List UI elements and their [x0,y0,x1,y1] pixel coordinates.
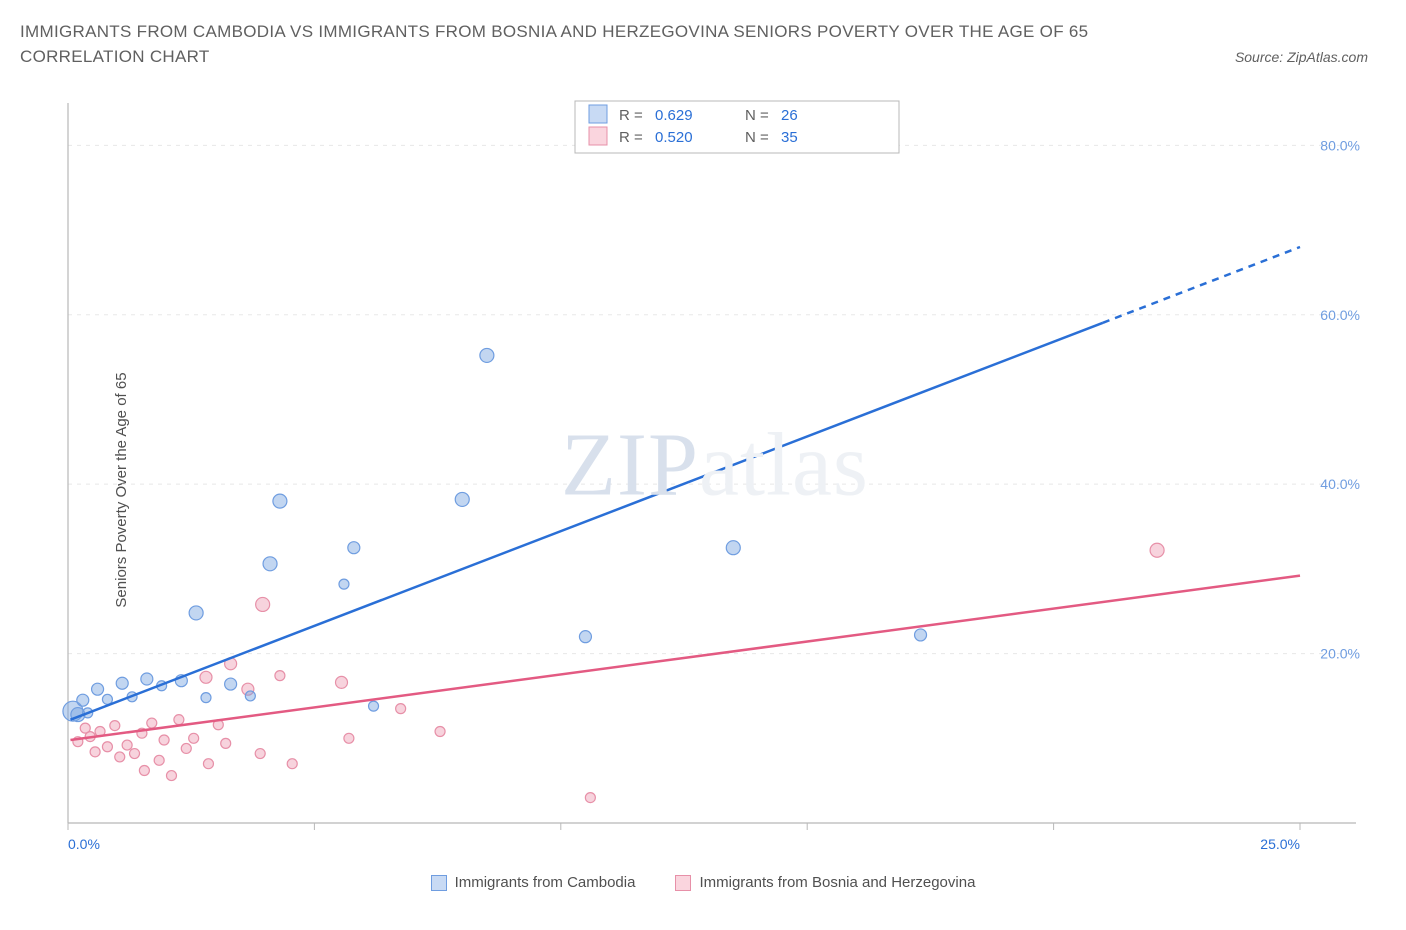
svg-text:26: 26 [781,107,798,124]
chart-title: IMMIGRANTS FROM CAMBODIA VS IMMIGRANTS F… [20,18,1386,45]
scatter-plot: 0.0% 25.0% 20.0% 40.0% 60.0% 80.0% R = 0.629 N =… [60,95,1370,865]
svg-text:40.0%: 40.0% [1320,476,1360,492]
svg-text:80.0%: 80.0% [1320,137,1360,153]
legend-swatch-bosnia [675,875,691,891]
svg-text:25.0%: 25.0% [1260,836,1300,852]
svg-text:35: 35 [781,129,798,146]
bottom-legend: Immigrants from Cambodia Immigrants from… [20,874,1386,891]
svg-text:20.0%: 20.0% [1320,646,1360,662]
svg-text:R =: R = [619,107,643,124]
legend-swatch-cambodia [431,875,447,891]
svg-text:N =: N = [745,107,769,124]
legend-item-bosnia: Immigrants from Bosnia and Herzegovina [675,874,975,891]
svg-text:N =: N = [745,129,769,146]
legend-label-cambodia: Immigrants from Cambodia [455,874,636,891]
legend-item-cambodia: Immigrants from Cambodia [431,874,636,891]
svg-text:60.0%: 60.0% [1320,307,1360,323]
chart-subtitle: CORRELATION CHART [20,47,210,67]
legend-label-bosnia: Immigrants from Bosnia and Herzegovina [699,874,975,891]
svg-text:R =: R = [619,129,643,146]
svg-text:0.0%: 0.0% [68,836,100,852]
svg-text:0.520: 0.520 [655,129,693,146]
svg-text:0.629: 0.629 [655,107,693,124]
source-attribution: Source: ZipAtlas.com [1235,49,1368,65]
